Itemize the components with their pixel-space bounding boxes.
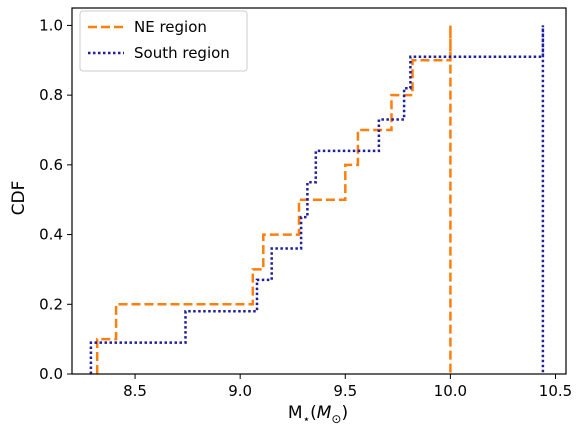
axes-frame	[71, 7, 567, 375]
legend-label-ne-region: NE region	[134, 18, 207, 36]
legend: NE region South region	[79, 10, 248, 72]
x-axis-label-symbol: M	[288, 403, 303, 423]
x-axis-label-unit-subscript: ⊙	[331, 412, 341, 426]
x-tick-label: 9.5	[333, 382, 357, 400]
y-tick-label: 0.6	[39, 156, 63, 174]
x-axis-label-unit: M	[317, 403, 332, 423]
y-tick-label: 1.0	[39, 16, 63, 34]
x-tick-label: 9.0	[228, 382, 252, 400]
y-tick-label: 0.2	[39, 295, 63, 313]
x-axis-label-close: )	[341, 403, 348, 423]
x-tick-label: 8.5	[123, 382, 147, 400]
plot-area-frame	[71, 7, 567, 375]
series-layer	[89, 25, 545, 374]
series-line-south-region	[89, 25, 545, 374]
y-tick-label: 0.0	[39, 365, 63, 383]
y-tick-label: 0.4	[39, 226, 63, 244]
x-axis-label-open: (	[310, 403, 317, 423]
x-axis-label-subscript: ⋆	[303, 412, 311, 426]
ticks: 8.5 9.0 9.5 10.0 10.5 0.0 0.2 0.4 0.6 0.8 1.0	[39, 16, 572, 400]
x-axis-label: M⋆(M⊙)	[288, 403, 348, 426]
series-line-ne-region	[95, 25, 452, 374]
y-tick-label: 0.8	[39, 86, 63, 104]
x-tick-label: 10.5	[539, 382, 572, 400]
x-tick-label: 10.0	[434, 382, 467, 400]
y-axis-label: CDF	[9, 181, 29, 216]
legend-label-south-region: South region	[134, 44, 230, 62]
